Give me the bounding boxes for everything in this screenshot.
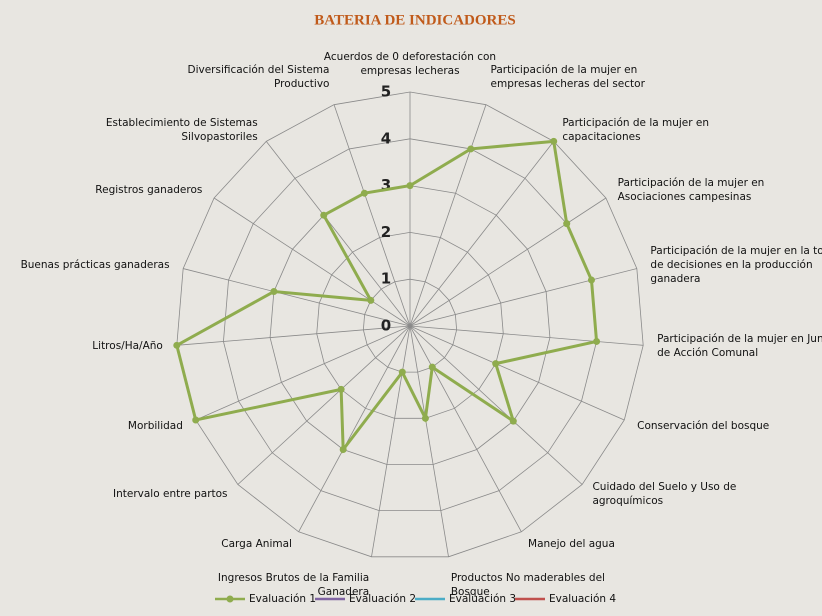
spoke — [409, 325, 644, 346]
category-label: Litros/Ha/Año — [92, 340, 163, 353]
spoke — [333, 104, 411, 327]
data-point — [428, 363, 436, 371]
data-point — [467, 145, 475, 153]
data-point — [550, 137, 558, 145]
grid-ring — [316, 231, 504, 419]
spoke — [409, 325, 449, 557]
spoke — [409, 325, 625, 421]
y-tick-label: 2 — [381, 223, 391, 241]
category-label: Acuerdos de 0 deforestación con empresas… — [323, 51, 497, 77]
legend-label: Evaluación 2 — [349, 593, 416, 605]
spoke — [409, 268, 637, 327]
spoke — [298, 325, 411, 532]
category-label: Registros ganaderos — [95, 184, 203, 197]
spoke — [409, 197, 607, 327]
legend-label: Evaluación 3 — [449, 593, 516, 605]
data-point — [337, 385, 345, 393]
spoke — [213, 197, 411, 327]
y-tick-label: 3 — [381, 176, 391, 194]
category-label: Cuidado del Suelo y Uso de agroquímicos — [592, 480, 737, 507]
category-label: Diversificación del Sistema Productivo — [187, 64, 330, 91]
spoke — [409, 325, 583, 485]
data-point — [509, 417, 517, 425]
data-point — [492, 360, 500, 368]
category-label: Conservación del bosque — [637, 419, 770, 432]
spoke — [237, 325, 411, 485]
data-point — [398, 368, 406, 376]
category-label: Participación de la mujer en capacitacio… — [562, 117, 710, 144]
category-label: Productos No maderables del Bosque — [450, 571, 605, 598]
y-tick-label: 4 — [381, 129, 391, 147]
category-label: Participación de la mujer en empresas le… — [490, 64, 645, 91]
data-point — [192, 416, 200, 424]
category-label: Participación de la mujer en Juntas de A… — [657, 333, 822, 360]
legend-marker — [226, 595, 234, 603]
legend-label: Evaluación 4 — [549, 593, 616, 605]
spoke — [183, 268, 411, 327]
chart-title: BATERIA DE INDICADORES — [314, 12, 515, 28]
spoke — [195, 325, 411, 421]
category-label: Morbilidad — [127, 419, 183, 432]
data-point — [587, 276, 595, 284]
data-point — [320, 211, 328, 219]
data-point — [421, 414, 429, 422]
category-label: Carga Animal — [221, 538, 292, 551]
data-point — [360, 189, 368, 197]
spoke — [371, 325, 411, 557]
spoke — [409, 141, 555, 327]
spoke — [409, 325, 522, 532]
y-tick-label: 1 — [381, 270, 391, 288]
category-label: Participación de la mujer en la toma de … — [650, 245, 822, 286]
category-label: Ingresos Brutos de la Familia Ganadera — [217, 571, 370, 598]
y-tick-label: 5 — [381, 83, 391, 101]
spoke — [409, 104, 487, 327]
spoke — [265, 141, 411, 327]
category-label: Participación de la mujer en Asociacione… — [617, 177, 765, 204]
data-point — [367, 296, 375, 304]
category-label: Buenas prácticas ganaderas — [20, 259, 170, 272]
spoke — [176, 325, 411, 346]
y-tick-label: 0 — [381, 317, 391, 335]
data-point — [593, 337, 601, 345]
grid-ring — [269, 185, 551, 465]
data-point — [406, 182, 414, 190]
grid-ring — [176, 91, 644, 558]
category-label: Intervalo entre partos — [113, 487, 228, 500]
data-point — [563, 220, 571, 228]
legend-label: Evaluación 1 — [249, 593, 316, 605]
data-point — [270, 288, 278, 296]
series-line — [175, 139, 599, 454]
category-label: Establecimiento de Sistemas Silvopastori… — [105, 117, 258, 144]
data-point — [173, 341, 181, 349]
data-point — [339, 445, 347, 453]
category-label: Manejo del agua — [528, 538, 615, 551]
